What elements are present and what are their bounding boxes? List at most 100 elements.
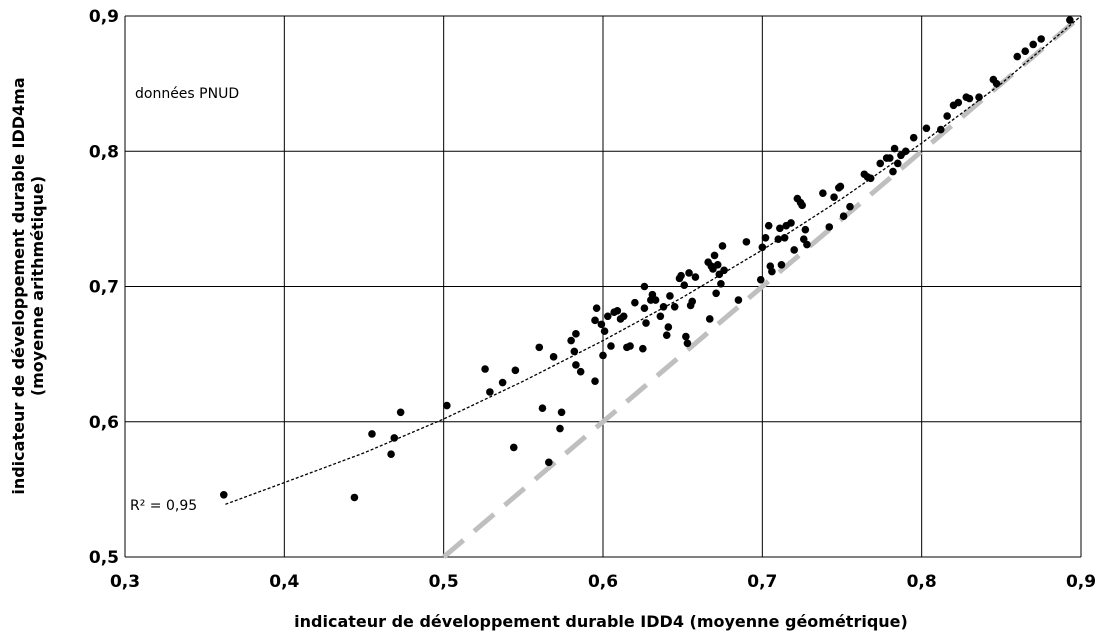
data-point xyxy=(866,174,875,183)
data-point xyxy=(656,312,665,321)
data-point xyxy=(597,320,606,329)
data-point xyxy=(511,366,520,375)
trendline-layer xyxy=(225,15,1082,505)
data-point xyxy=(443,401,451,410)
data-point xyxy=(756,275,765,284)
data-point xyxy=(570,347,579,356)
x-tick-label: 0,6 xyxy=(588,572,618,592)
x-tick-label: 0,9 xyxy=(1066,572,1096,592)
data-point xyxy=(659,302,668,311)
data-point xyxy=(549,353,558,361)
data-point xyxy=(607,342,615,350)
data-point xyxy=(567,336,575,345)
data-point xyxy=(640,282,649,291)
data-point xyxy=(776,224,784,233)
data-point xyxy=(1066,16,1074,24)
data-point xyxy=(713,261,722,269)
trendline xyxy=(225,15,1082,505)
data-point xyxy=(758,243,767,252)
data-point xyxy=(712,289,720,298)
data-point xyxy=(576,367,585,376)
x-tick-label: 0,3 xyxy=(110,572,140,592)
data-point xyxy=(662,331,671,339)
reference-line xyxy=(442,14,1083,559)
data-point xyxy=(801,225,810,234)
data-point xyxy=(603,312,612,321)
data-point xyxy=(685,269,693,277)
data-point xyxy=(591,377,599,385)
data-point xyxy=(390,434,399,442)
data-point xyxy=(688,297,697,306)
x-axis-title: indicateur de développement durable IDD4… xyxy=(294,612,908,631)
x-tick-label: 0,5 xyxy=(429,572,459,592)
data-point xyxy=(768,267,776,276)
data-point xyxy=(481,365,489,373)
x-tick-label: 0,4 xyxy=(269,572,299,592)
tick-labels: 0,3 0,4 0,5 0,6 0,7 0,8 0,9 0,5 0,6 0,7 0,8 0,9 xyxy=(89,7,1096,592)
data-point xyxy=(710,251,719,260)
data-point xyxy=(780,234,789,242)
y-tick-label: 0,6 xyxy=(89,413,119,433)
grid xyxy=(124,15,1082,558)
data-point xyxy=(639,344,647,353)
data-point xyxy=(965,94,974,103)
data-point xyxy=(557,408,566,417)
data-point xyxy=(651,296,660,304)
data-point xyxy=(777,261,786,269)
data-point xyxy=(790,246,798,254)
data-point xyxy=(893,159,902,168)
data-point xyxy=(680,281,689,289)
data-point xyxy=(368,430,376,438)
data-point xyxy=(545,458,553,467)
x-tick-label: 0,7 xyxy=(747,572,777,592)
data-point xyxy=(640,304,649,312)
data-point xyxy=(876,159,885,168)
data-point xyxy=(592,304,601,312)
y-axis-title-line2: (moyenne arithmétique) xyxy=(28,176,47,396)
data-point xyxy=(683,339,692,348)
data-point xyxy=(572,361,580,369)
data-point xyxy=(761,234,770,242)
data-point xyxy=(954,98,963,107)
data-point xyxy=(556,424,564,433)
data-point xyxy=(591,316,599,325)
data-point xyxy=(774,235,783,243)
reference-line-layer xyxy=(442,14,1083,559)
data-point xyxy=(350,493,359,502)
y-tick-label: 0,8 xyxy=(89,142,119,162)
data-point xyxy=(677,271,685,280)
data-point xyxy=(626,342,634,350)
data-point xyxy=(642,319,650,327)
y-axis-title-line1: indicateur de développement durable IDD4… xyxy=(9,77,28,494)
data-point xyxy=(909,133,918,142)
data-point xyxy=(890,144,899,153)
data-point xyxy=(691,273,700,281)
data-point xyxy=(666,292,674,300)
data-point xyxy=(798,201,806,210)
data-point xyxy=(975,93,983,101)
data-point xyxy=(1013,52,1022,61)
data-point xyxy=(825,223,834,231)
data-point xyxy=(720,266,728,275)
data-point xyxy=(764,221,773,230)
data-point xyxy=(664,323,673,331)
data-points xyxy=(219,16,1074,502)
data-point xyxy=(670,302,679,311)
data-point xyxy=(889,167,897,176)
data-point xyxy=(936,125,945,134)
data-point xyxy=(631,298,639,307)
data-point xyxy=(387,450,395,459)
data-point xyxy=(922,124,931,133)
data-point xyxy=(599,351,607,360)
data-point xyxy=(718,242,727,250)
data-point xyxy=(836,182,845,191)
data-point xyxy=(839,212,848,220)
r-squared-label: R² = 0,95 xyxy=(130,498,197,514)
data-point xyxy=(787,219,795,227)
data-point xyxy=(830,193,838,202)
data-point xyxy=(619,312,628,321)
data-point xyxy=(572,330,580,338)
y-tick-label: 0,9 xyxy=(89,7,119,27)
